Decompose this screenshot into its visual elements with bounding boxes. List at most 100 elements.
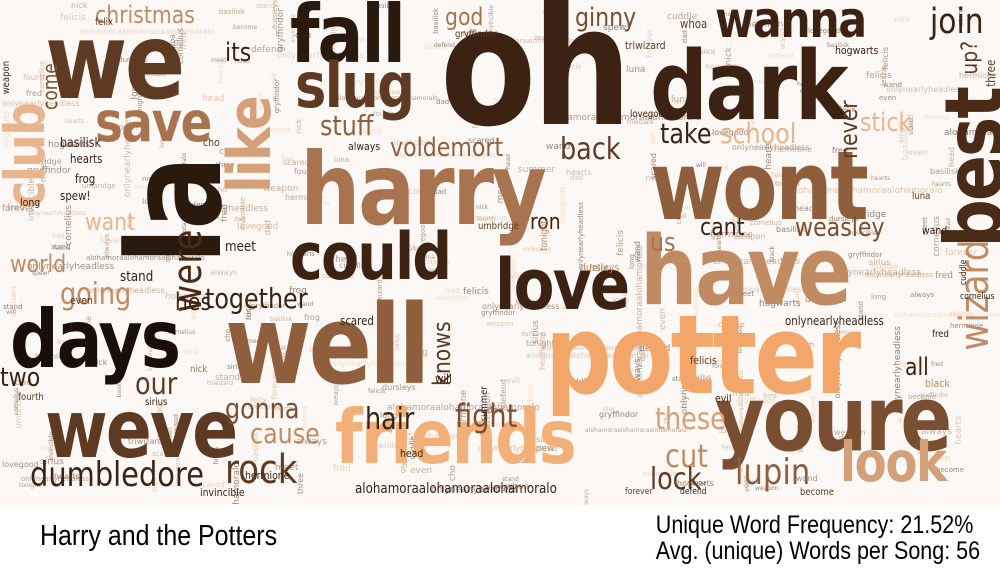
cloud-word-filler: hearts	[871, 175, 891, 182]
cloud-word-filler: fred	[26, 89, 42, 98]
cloud-word-filler: frog	[493, 97, 509, 106]
cloud-word-filler: head	[797, 81, 812, 88]
cloud-word-filler: basilisk	[526, 435, 556, 444]
cloud-word-filler: hermione	[746, 20, 789, 30]
cloud-word-filler: three	[296, 473, 305, 495]
cloud-word: hes	[175, 288, 212, 316]
cloud-word-filler: onlynearlyheadless	[87, 286, 165, 295]
cloud-word-filler: frog	[410, 348, 428, 358]
avg-words-label: Avg. (unique) Words per Song:	[655, 537, 951, 566]
cloud-word-filler: alohamoraalohamoraalohamoralo	[396, 152, 498, 159]
cloud-word-filler: stand	[215, 373, 241, 383]
cloud-word-filler: alohamoraalohamoraalohamoralo	[548, 113, 701, 123]
cloud-word-filler: nick	[948, 233, 963, 241]
cloud-word: weasley	[795, 213, 885, 243]
cloud-word: wand	[922, 224, 948, 237]
cloud-word-filler: felix	[250, 396, 267, 405]
cloud-word-filler: gryffindor	[736, 396, 776, 405]
artist-title: Harry and the Potters	[40, 520, 278, 552]
cloud-word-filler: onlynearlyheadless	[21, 475, 89, 483]
cloud-word-filler: even	[929, 454, 952, 464]
cloud-word-filler: meet	[736, 290, 755, 298]
cloud-word-filler: black	[48, 460, 64, 467]
cloud-word: onlynearlyheadless	[785, 314, 884, 328]
cloud-word-filler: fred	[935, 271, 953, 281]
cloud-word-filler: sirius	[869, 258, 891, 267]
cloud-word: cant	[700, 213, 745, 241]
cloud-word: lovegood	[630, 109, 670, 120]
cloud-word-filler: nick	[399, 243, 418, 253]
cloud-word: our	[135, 367, 178, 402]
cloud-word-filler: cuddle	[667, 12, 698, 22]
cloud-word-filler: will	[696, 162, 706, 169]
cloud-word-filler: evil	[678, 204, 691, 212]
cloud-word-filler: become	[908, 393, 937, 401]
cloud-word: become	[800, 487, 835, 498]
cloud-word: basilisk	[60, 136, 101, 151]
cloud-word: want	[85, 208, 136, 236]
cloud-word-filler: cuddle	[872, 262, 899, 271]
cloud-word-filler: basilisk	[501, 272, 527, 280]
cloud-word: nick	[190, 364, 208, 375]
cloud-word-filler: forever	[2, 204, 35, 214]
cloud-word-filler: head	[235, 58, 250, 65]
cloud-word-filler: hogwarts	[705, 62, 743, 71]
cloud-word: wont	[650, 132, 869, 242]
cloud-word-filler: whoa	[688, 479, 707, 487]
cloud-word-filler: onlynearlyheadless	[277, 51, 365, 61]
cloud-word-filler: fred	[832, 146, 848, 155]
cloud-word-filler: luna	[422, 254, 435, 261]
cloud-word-filler: hearts	[54, 472, 80, 481]
cloud-word-filler: always	[910, 291, 935, 299]
cloud-word-filler: head	[794, 204, 814, 213]
cloud-word-filler: long	[380, 411, 398, 420]
cloud-word-filler: meet	[211, 57, 227, 64]
cloud-word-filler: gryffindor	[919, 392, 949, 399]
cloud-word-filler: whoa	[505, 482, 530, 492]
cloud-word-filler: basilisk	[373, 441, 403, 450]
cloud-word-filler: forever	[896, 360, 925, 369]
cloud-word: cho	[203, 136, 220, 149]
cloud-word-filler: cornelius	[475, 214, 507, 222]
cloud-word-filler: invincible	[534, 34, 568, 42]
cloud-word-filler: dad	[513, 60, 527, 68]
cloud-word-filler: hogwarts	[677, 479, 715, 488]
cloud-word-filler: dursleys	[426, 432, 460, 441]
cloud-word: well	[225, 281, 430, 409]
cloud-word-filler: scared	[468, 136, 495, 145]
cloud-word-filler: wand	[297, 301, 314, 308]
cloud-word-filler: cornelius	[322, 272, 354, 280]
cloud-word: could	[290, 220, 452, 295]
cloud-word-filler: fourth	[345, 36, 367, 44]
cloud-word-filler: tonight	[19, 482, 41, 489]
cloud-word-filler: frog	[304, 313, 320, 322]
cloud-word-filler: lovegood	[100, 236, 142, 246]
cloud-word-filler: nick	[142, 175, 157, 183]
cloud-word-filler: invincible	[643, 470, 677, 478]
cloud-word-filler: onlynearlyheadless	[865, 271, 933, 279]
cloud-word-filler: alohamoraalohamoraalohamoralo	[79, 27, 215, 36]
cloud-word-filler: fred	[763, 392, 777, 400]
cloud-word-filler: defend	[769, 52, 794, 60]
cloud-word-filler: alohamoraalohamoraalohamoralo	[585, 427, 687, 434]
cloud-word: look	[840, 430, 947, 494]
unique-frequency-label: Unique Word Frequency:	[655, 511, 895, 539]
cloud-word-filler: long	[142, 197, 160, 206]
cloud-word-filler: scared	[283, 158, 310, 167]
cloud-word-filler: nick	[71, 1, 88, 10]
cloud-word: club	[0, 103, 57, 209]
cloud-word-filler: stand	[838, 434, 858, 442]
cloud-word-filler: onlynearlyheadless	[732, 143, 810, 152]
cloud-word-filler: hearts	[932, 181, 952, 188]
cloud-word-filler: dad	[487, 406, 504, 416]
cloud-word-filler: forever	[945, 248, 978, 258]
cloud-word: god	[445, 3, 484, 31]
cloud-word-filler: felix	[589, 264, 609, 274]
cloud-word-filler: always	[210, 268, 238, 277]
cloud-word-filler: black	[741, 171, 757, 178]
cloud-word: weapon	[1, 60, 12, 95]
cloud-word-filler: felix	[721, 443, 738, 452]
cloud-word-filler: umbridge	[522, 246, 551, 253]
cloud-word-filler: head	[335, 255, 358, 265]
cloud-word-filler: defend	[185, 201, 210, 209]
